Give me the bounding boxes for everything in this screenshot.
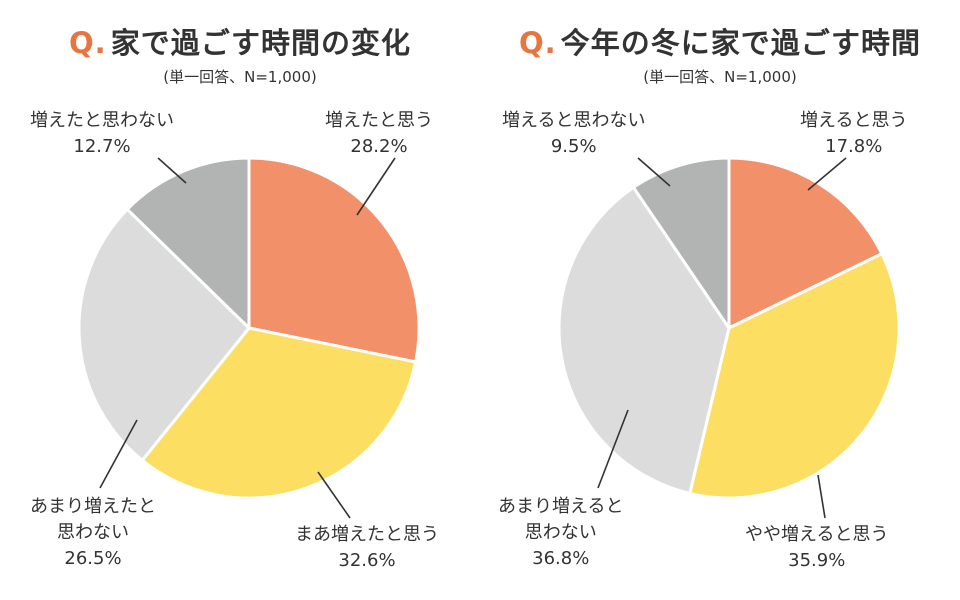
chart-subtitle-right: (単一回答、N=1,000): [643, 68, 797, 86]
pie-slice: [688, 252, 901, 500]
slice-label-text: まあ増えたと思う: [295, 524, 439, 545]
title-text-left: 家で過ごす時間の変化: [110, 26, 411, 60]
pie-slice: [631, 156, 731, 330]
title-text-right: 今年の冬に家で過ごす時間: [560, 26, 921, 60]
slice-label-text: あまり増えたと: [30, 496, 156, 517]
slice-label-text: 思わない: [57, 522, 129, 543]
slice-label-right-1: やや増えると思う 35.9%: [745, 522, 888, 574]
q-mark-right: Q.: [519, 26, 557, 60]
chart-panel-right: Q. 今年の冬に家で過ごす時間 (単一回答、N=1,000) 増えると思う 17.…: [480, 0, 960, 600]
slice-label-text: 思わない: [524, 522, 597, 543]
leader-line: [157, 157, 187, 184]
slice-label-text: あまり増えると: [498, 496, 624, 517]
slice-label-text: 増えたと思わない: [30, 110, 174, 131]
leader-line: [637, 157, 671, 187]
slice-value-label: 17.8%: [825, 136, 883, 157]
leader-line: [597, 409, 629, 489]
pie-chart-right: [557, 156, 901, 519]
slice-label-right-0: 増えると思う 17.8%: [800, 108, 907, 160]
leader-line: [317, 471, 351, 519]
pie-slice: [140, 326, 418, 500]
pie-slice: [125, 156, 251, 330]
q-mark-left: Q.: [69, 26, 107, 60]
chart-title-right: Q. 今年の冬に家で過ごす時間: [480, 20, 960, 62]
pie-slice: [727, 156, 884, 330]
pie-slice: [247, 156, 421, 364]
slice-value-label: 36.8%: [532, 548, 590, 569]
slice-label-left-3: 増えたと思わない 12.7%: [30, 108, 174, 160]
slice-label-left-1: まあ増えたと思う 32.6%: [295, 522, 439, 574]
chart-panel-left: Q. 家で過ごす時間の変化 (単一回答、N=1,000) 増えたと思う 28.2%…: [0, 20, 480, 574]
slice-value-label: 12.7%: [73, 136, 131, 157]
slice-label-left-0: 増えたと思う 28.2%: [325, 108, 433, 160]
slice-label-text: 増えると思う: [800, 110, 908, 131]
pie-slice: [557, 185, 731, 495]
slice-label-right-3: 増えると思わない 9.5%: [502, 108, 645, 160]
pie-slice: [77, 207, 251, 462]
slice-label-right-2: あまり増えると 思わない 36.8%: [498, 494, 623, 572]
slice-label-text: やや増えると思う: [745, 524, 889, 545]
leader-line: [807, 157, 847, 191]
chart-subtitle-left: (単一回答、N=1,000): [163, 68, 317, 86]
slice-label-left-2: あまり増えたと 思わない 26.5%: [30, 494, 156, 572]
slice-value-label: 35.9%: [788, 550, 846, 571]
slice-value-label: 9.5%: [550, 136, 597, 157]
chart-title-left: Q. 家で過ごす時間の変化: [0, 20, 480, 62]
leader-line: [99, 419, 138, 489]
slice-label-text: 増えると思わない: [502, 110, 646, 131]
slice-value-label: 32.6%: [338, 550, 396, 571]
slice-value-label: 26.5%: [64, 548, 122, 569]
slice-label-text: 増えたと思う: [325, 110, 433, 131]
pie-chart-left: [77, 156, 421, 519]
leader-line: [356, 157, 396, 216]
slice-value-label: 28.2%: [350, 136, 408, 157]
leader-line: [817, 474, 826, 519]
